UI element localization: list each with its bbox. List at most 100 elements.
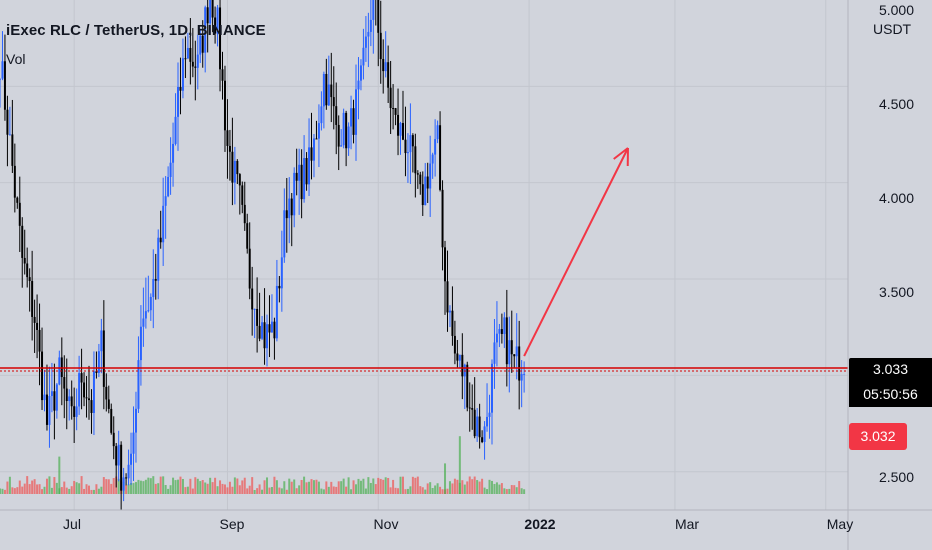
candle	[466, 361, 469, 412]
candle	[43, 369, 46, 412]
candle	[206, 0, 209, 53]
candle-body	[303, 158, 306, 200]
candle-body	[194, 66, 197, 68]
price-axis	[848, 0, 932, 550]
volume-bar	[75, 482, 78, 494]
candle	[231, 117, 234, 206]
candle	[426, 162, 429, 203]
volume-bar	[510, 485, 513, 494]
candle	[409, 103, 412, 184]
candle-body	[8, 134, 11, 136]
candle	[495, 301, 498, 367]
volume-bar	[332, 486, 335, 494]
volume-bar	[117, 478, 120, 494]
candle	[483, 421, 486, 460]
candle-body	[478, 416, 481, 438]
volume-bar	[275, 480, 278, 494]
candle-body	[251, 288, 254, 310]
candle-body	[105, 386, 108, 400]
candle	[290, 192, 293, 247]
candle-body	[186, 47, 189, 59]
time-tick-label: Jul	[63, 516, 81, 532]
candle	[375, 0, 377, 26]
volume-bar	[105, 479, 108, 494]
candle-body	[243, 204, 246, 224]
volume-bar	[278, 487, 281, 494]
candle-body	[275, 285, 278, 339]
candle-body	[122, 477, 125, 491]
candle	[6, 95, 9, 167]
volume-bar	[21, 486, 24, 494]
volume-bar	[369, 482, 372, 494]
candle	[102, 300, 105, 410]
candle-body	[436, 125, 439, 140]
volume-bar	[310, 479, 313, 494]
volume-bar	[83, 488, 86, 494]
candle-body	[317, 123, 320, 139]
time-tick-label: May	[827, 516, 853, 532]
volume-bar	[406, 488, 409, 494]
volume-bar	[268, 487, 271, 494]
candle	[446, 250, 449, 332]
candle	[55, 382, 58, 419]
candle-body	[332, 97, 335, 107]
candle	[127, 449, 130, 486]
volume-bar	[78, 483, 81, 494]
candle-body	[513, 354, 516, 357]
volume-bar	[411, 476, 414, 494]
candle-body	[468, 407, 471, 409]
candle-body	[342, 112, 345, 146]
candle	[139, 305, 142, 386]
candle	[310, 112, 313, 180]
candle-body	[216, 7, 219, 34]
candle-body	[214, 17, 217, 34]
volume-bar	[231, 486, 234, 494]
candle	[209, 0, 212, 34]
candle-body	[406, 152, 409, 154]
candle-body	[308, 147, 311, 185]
candle	[500, 313, 503, 344]
candle	[330, 52, 333, 123]
candle-body	[154, 279, 157, 281]
volume-bar	[466, 481, 469, 494]
candle	[248, 222, 251, 300]
volume-bar	[18, 480, 21, 494]
volume-bar	[340, 481, 343, 494]
candle-body	[48, 396, 51, 425]
candle-body	[177, 86, 180, 117]
bar-countdown-tag: 05:50:56	[849, 381, 932, 407]
candle	[83, 372, 86, 407]
candle	[261, 315, 264, 341]
volume-bar	[453, 478, 456, 494]
candle	[325, 58, 328, 110]
candle-body	[63, 377, 66, 389]
candle	[357, 57, 360, 120]
volume-bar	[444, 463, 447, 494]
candle-body	[149, 296, 152, 311]
candle-body	[179, 86, 182, 91]
candle-body	[191, 61, 194, 67]
candle	[33, 299, 36, 353]
candle	[510, 310, 513, 373]
candle	[31, 250, 34, 341]
candle	[233, 146, 236, 205]
candle	[352, 99, 355, 144]
candle	[441, 180, 444, 271]
volume-bar	[214, 477, 217, 494]
candle	[186, 32, 189, 60]
candle	[223, 65, 226, 152]
candle	[90, 389, 93, 434]
candle-body	[97, 351, 100, 373]
candle-body	[100, 330, 103, 352]
candle	[147, 275, 150, 313]
candle	[169, 137, 172, 195]
volume-bar	[50, 487, 53, 494]
candle-body	[416, 173, 419, 175]
candle	[288, 177, 291, 244]
volume-bar	[377, 477, 380, 494]
volume-bar	[330, 481, 333, 494]
time-tick-label: 2022	[524, 516, 555, 532]
candle-body	[431, 154, 434, 164]
volume-bar	[436, 483, 439, 494]
